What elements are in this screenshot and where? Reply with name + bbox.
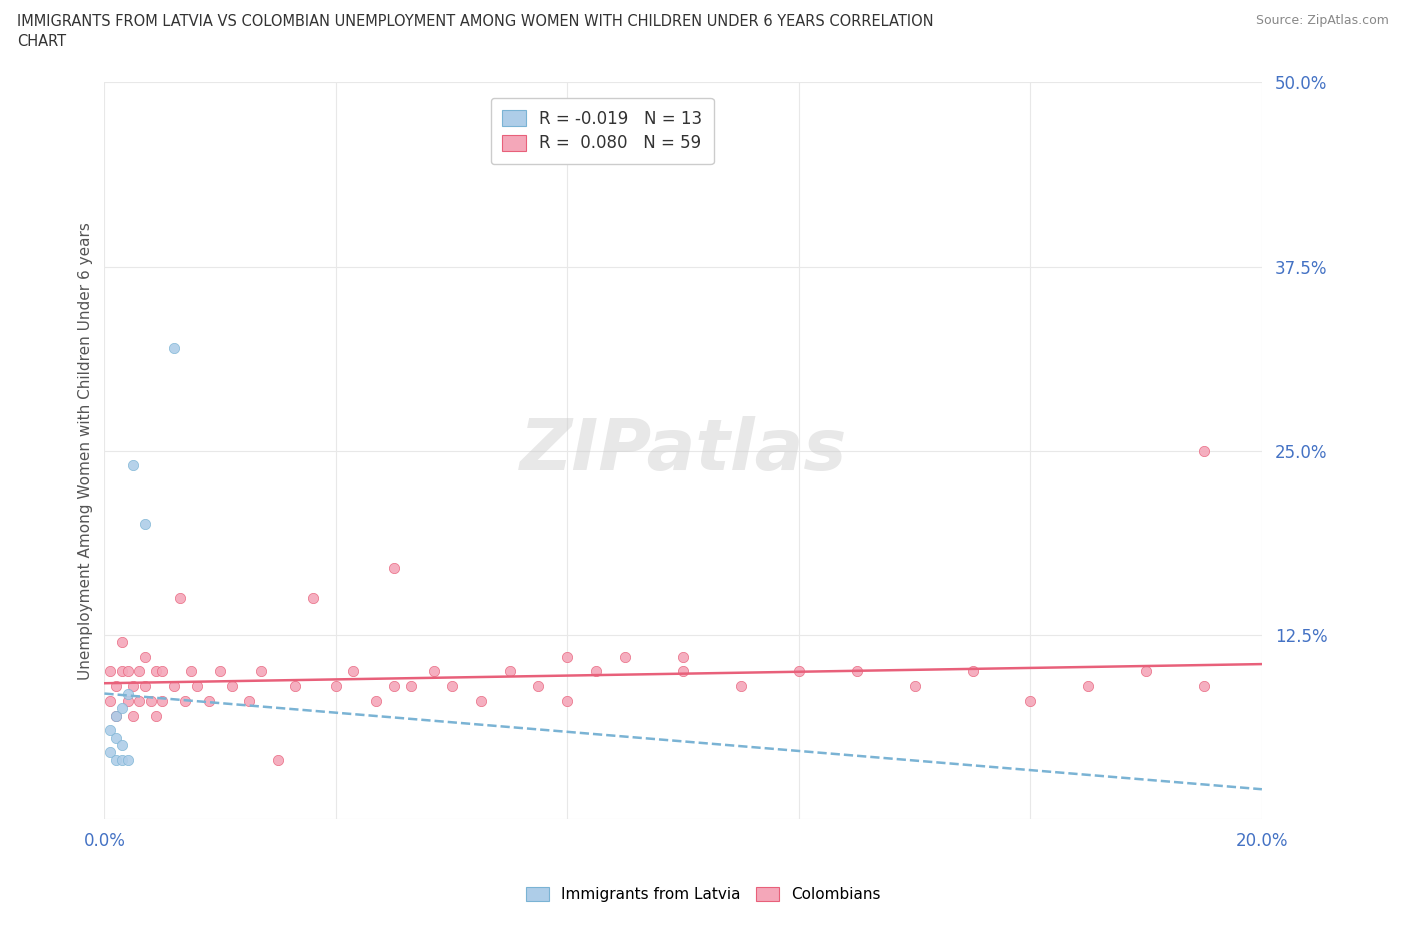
Text: ZIPatlas: ZIPatlas [519,416,846,485]
Point [134,517,156,532]
Point [145,708,167,723]
Point [238,694,260,709]
Point [904,679,927,694]
Point [163,340,186,355]
Point [98,723,121,737]
Point [122,708,145,723]
Point [104,708,127,723]
Point [98,745,121,760]
Point [614,649,637,664]
Y-axis label: Unemployment Among Women with Children Under 6 years: Unemployment Among Women with Children U… [79,221,93,680]
Point [150,694,173,709]
Point [117,752,139,767]
Point [117,694,139,709]
Point [399,679,422,694]
Text: Source: ZipAtlas.com: Source: ZipAtlas.com [1256,14,1389,27]
Point [122,458,145,472]
Point [134,649,156,664]
Point [180,664,202,679]
Point [122,679,145,694]
Point [382,561,405,576]
Point [186,679,208,694]
Point [366,694,388,709]
Point [111,737,134,752]
Text: IMMIGRANTS FROM LATVIA VS COLOMBIAN UNEMPLOYMENT AMONG WOMEN WITH CHILDREN UNDER: IMMIGRANTS FROM LATVIA VS COLOMBIAN UNEM… [17,14,934,29]
Point [150,664,173,679]
Point [1135,664,1157,679]
Point [111,664,134,679]
Point [134,679,156,694]
Point [197,694,219,709]
Point [111,701,134,716]
Point [98,694,121,709]
Point [267,752,290,767]
Point [98,664,121,679]
Point [962,664,984,679]
Point [557,694,579,709]
Point [557,649,579,664]
Point [672,664,695,679]
Point [104,752,127,767]
Point [672,649,695,664]
Point [1192,679,1215,694]
Legend: R = -0.019   N = 13, R =  0.080   N = 59: R = -0.019 N = 13, R = 0.080 N = 59 [491,99,714,165]
Point [104,679,127,694]
Point [325,679,347,694]
Point [1077,679,1099,694]
Point [585,664,607,679]
Point [382,679,405,694]
Point [498,664,520,679]
Point [440,679,463,694]
Point [301,591,323,605]
Point [117,664,139,679]
Point [787,664,810,679]
Point [139,694,162,709]
Legend: Immigrants from Latvia, Colombians: Immigrants from Latvia, Colombians [520,881,886,909]
Point [249,664,271,679]
Point [221,679,243,694]
Point [845,664,868,679]
Point [128,694,150,709]
Point [145,664,167,679]
Point [527,679,550,694]
Point [174,694,197,709]
Text: CHART: CHART [17,34,66,49]
Point [423,664,446,679]
Point [284,679,307,694]
Point [730,679,752,694]
Point [1019,694,1042,709]
Point [104,708,127,723]
Point [169,591,191,605]
Point [342,664,364,679]
Point [111,752,134,767]
Point [111,634,134,649]
Point [128,664,150,679]
Point [470,694,492,709]
Point [1192,443,1215,458]
Point [163,679,186,694]
Point [117,686,139,701]
Point [104,730,127,745]
Point [209,664,232,679]
